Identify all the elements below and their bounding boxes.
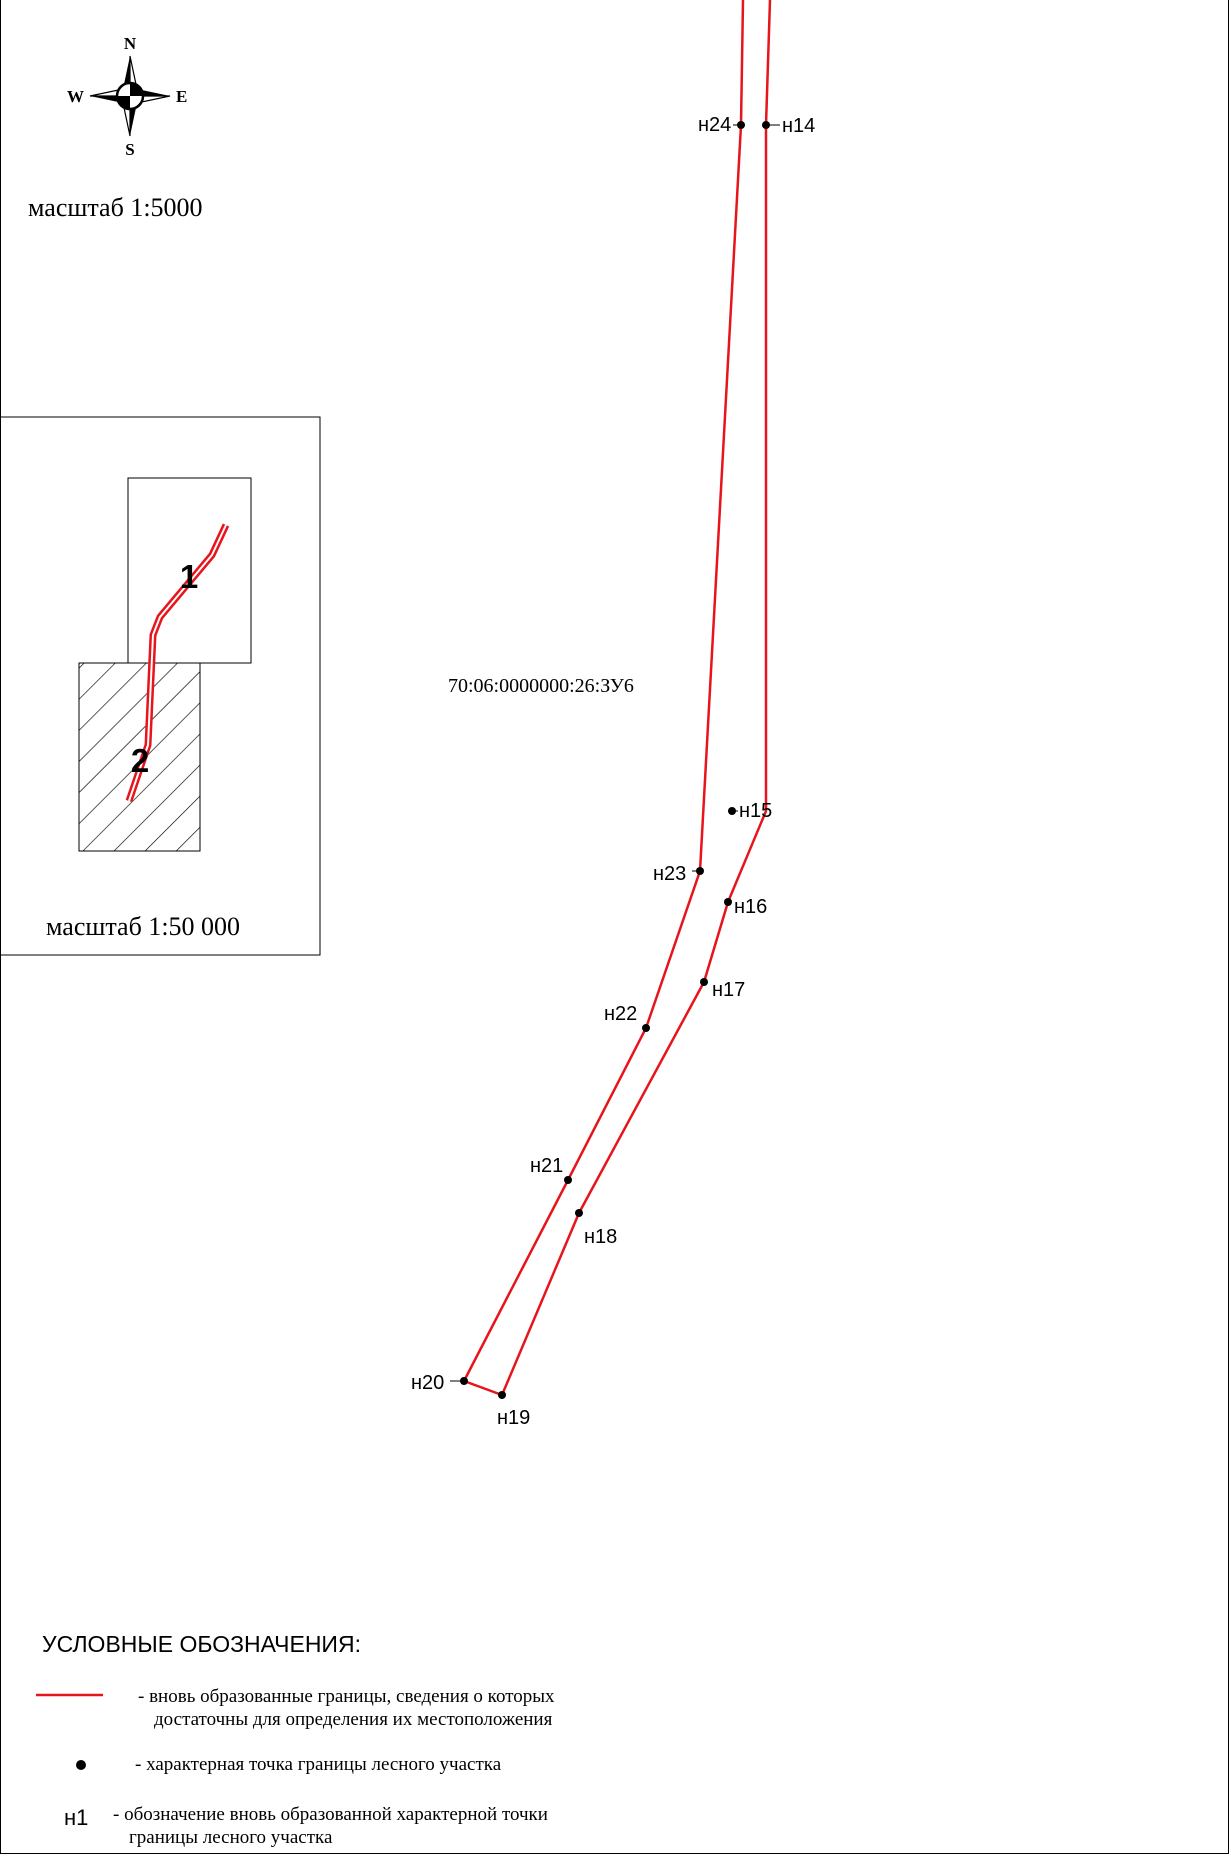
point-n21 [564, 1176, 572, 1184]
label-n16: н16 [734, 896, 767, 918]
inset-label-2: 2 [131, 742, 149, 779]
inset-label-1: 1 [180, 558, 198, 595]
boundary-points [460, 121, 770, 1399]
label-n19: н19 [497, 1407, 530, 1429]
point-n17 [700, 978, 708, 986]
legend-item-1-line-1: - вновь образованные границы, сведения о… [138, 1686, 555, 1707]
label-n21: н21 [530, 1155, 563, 1177]
label-leaders [450, 124, 780, 1382]
legend-item-3-line-1: - обозначение вновь образованной характе… [113, 1804, 548, 1825]
legend-item-1-line-2: достаточны для определения их местополож… [154, 1709, 553, 1730]
inset-route-inner [128, 524, 227, 802]
legend-dot-symbol [76, 1760, 86, 1770]
legend-item-label-text: - обозначение вновь образованной характе… [113, 1803, 548, 1849]
svg-text:N: N [124, 34, 137, 53]
label-n14: н14 [782, 115, 815, 137]
inset-sheet-2-hatched [78, 662, 201, 852]
legend-item-boundary-text: - вновь образованные границы, сведения о… [138, 1685, 555, 1731]
legend-item-3-line-2: границы лесного участка [129, 1827, 333, 1848]
legend-item-point-text: - характерная точка границы лесного учас… [135, 1754, 502, 1775]
parcel-id-label: 70:06:0000000:26:ЗУ6 [448, 675, 634, 697]
label-n17: н17 [712, 979, 745, 1001]
label-n24: н24 [698, 114, 731, 136]
label-n15: н15 [739, 800, 772, 822]
svg-text:S: S [125, 140, 134, 159]
compass-rose-icon: N S W E [67, 34, 187, 159]
inset-frame [0, 416, 321, 956]
label-n22: н22 [604, 1003, 637, 1025]
label-n20: н20 [411, 1372, 444, 1394]
label-n18: н18 [584, 1226, 617, 1248]
svg-text:W: W [67, 87, 84, 106]
point-labels: н14 н15 н16 н17 н18 н19 н20 н21 н22 н23 … [411, 114, 815, 1429]
main-scale-label: масштаб 1:5000 [28, 193, 203, 222]
point-n16 [724, 898, 732, 906]
legend-symbols [36, 1693, 103, 1770]
inset-map: 1 2 [0, 416, 321, 956]
legend-title: УСЛОВНЫЕ ОБОЗНАЧЕНИЯ: [42, 1631, 361, 1657]
inset-scale-label: масштаб 1:50 000 [46, 912, 241, 941]
label-n23: н23 [653, 863, 686, 885]
point-n18 [575, 1209, 583, 1217]
svg-text:E: E [176, 87, 187, 106]
legend-item-label-symbol: н1 [64, 1805, 89, 1830]
inset-sheet-1 [127, 477, 252, 664]
point-n19 [498, 1391, 506, 1399]
point-n22 [642, 1024, 650, 1032]
